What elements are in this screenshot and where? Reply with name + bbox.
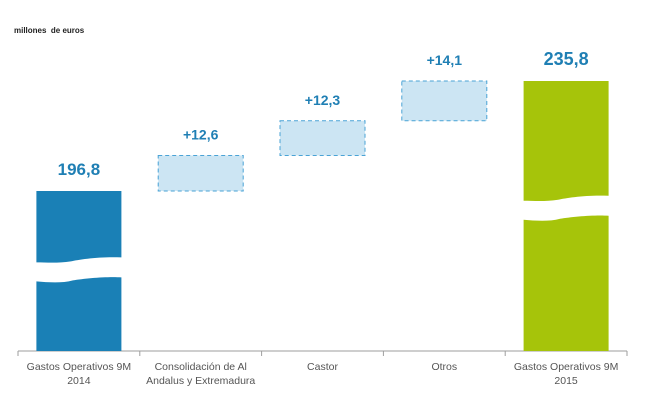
total-value-label: 196,8 bbox=[58, 160, 101, 179]
x-tick-label: Otros bbox=[431, 361, 457, 373]
delta-bar bbox=[157, 154, 244, 192]
x-tick-label: 2014 bbox=[67, 375, 91, 387]
x-tick-label: Consolidación de Al bbox=[155, 361, 247, 373]
total-bar-upper bbox=[36, 191, 122, 263]
x-tick-label: Castor bbox=[307, 361, 338, 373]
x-tick-label: Gastos Operativos 9M bbox=[514, 361, 618, 373]
x-tick-label: 2015 bbox=[554, 375, 578, 387]
x-tick-label: Andalus y Extremadura bbox=[146, 375, 255, 387]
delta-value-label: +12,3 bbox=[305, 92, 341, 108]
delta-bar bbox=[401, 80, 488, 122]
total-bar-lower bbox=[523, 215, 609, 351]
total-bar-lower bbox=[36, 277, 122, 351]
unit-label: millones de euros bbox=[14, 26, 85, 35]
delta-value-label: +14,1 bbox=[427, 52, 463, 68]
x-tick-label: Gastos Operativos 9M bbox=[27, 361, 131, 373]
total-bar-upper bbox=[523, 81, 609, 202]
total-value-label: 235,8 bbox=[544, 49, 589, 69]
delta-value-label: +12,6 bbox=[183, 126, 219, 142]
delta-bar bbox=[279, 120, 366, 156]
